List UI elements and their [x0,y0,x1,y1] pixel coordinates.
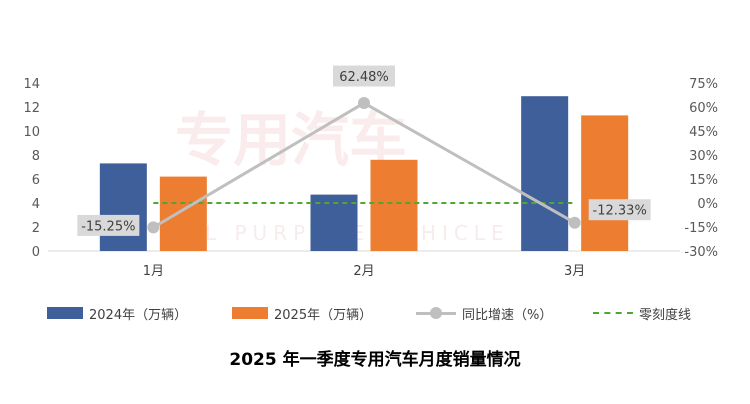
data-label-box [588,199,651,221]
growth-point [568,216,581,229]
data-label-box [333,65,395,87]
left-axis-tick-label: 0 [32,245,40,260]
legend-label-2025: 2025年（万辆） [274,307,373,323]
right-axis-tick-label: 60% [689,101,718,116]
bar-2025 [581,115,629,252]
left-axis-tick-label: 10 [23,125,40,140]
legend: 2024年（万辆） 2025年（万辆） 同比增速（%） 零刻度线 [0,300,750,326]
data-labels: -15.25% 62.48% -12.33% [77,65,651,236]
legend-label-zero: 零刻度线 [639,307,692,323]
bars [99,96,629,252]
left-axis-tick-label: 2 [32,221,40,236]
left-axis-tick-label: 8 [32,149,40,164]
right-axis-tick-label: 75% [689,77,718,92]
category-label: 3月 [564,264,585,279]
left-axis: 0 2 4 6 8 10 12 14 [23,77,40,260]
growth-point [147,221,160,234]
legend-swatch-growth [416,306,456,320]
right-axis-tick-label: 0% [697,197,718,212]
legend-swatch-2024 [47,307,83,319]
legend-label-2024: 2024年（万辆） [89,307,188,323]
legend-swatch-zero [593,306,633,320]
legend-item-growth: 同比增速（%） [416,300,552,326]
watermark-text: 专用汽车 [175,106,407,174]
left-axis-tick-label: 14 [23,77,40,92]
data-label-box [77,214,140,236]
left-axis-tick-label: 4 [32,197,40,212]
legend-item-zero: 零刻度线 [593,300,691,326]
data-label: -12.33% [593,204,647,219]
left-axis-tick-label: 12 [23,101,40,116]
legend-swatch-2025 [232,307,268,319]
right-axis-tick-label: 30% [689,149,718,164]
bar-2025 [159,176,207,251]
right-axis-tick-label: 45% [689,125,718,140]
growth-line [147,97,581,234]
data-label: 62.48% [339,70,389,85]
growth-point [358,97,370,110]
right-axis-tick-label: 15% [689,173,718,188]
category-label: 2月 [353,264,374,279]
bar-2025 [370,159,418,251]
left-axis-tick-label: 6 [32,173,40,188]
right-axis: -30% -15% 0% 15% 30% 45% 60% 75% [684,77,718,260]
chart-title: 2025 年一季度专用汽车月度销量情况 [229,350,521,370]
right-axis-tick-label: -15% [684,221,718,236]
category-labels: 1月 2月 3月 [143,264,586,279]
category-label: 1月 [143,264,164,279]
right-axis-tick-label: -30% [684,245,718,260]
data-label: -15.25% [81,219,135,234]
legend-label-growth: 同比增速（%） [462,307,553,323]
legend-item-2024: 2024年（万辆） [47,300,187,326]
legend-item-2025: 2025年（万辆） [232,300,372,326]
bar-2024 [521,96,569,251]
bar-2024 [99,163,147,251]
